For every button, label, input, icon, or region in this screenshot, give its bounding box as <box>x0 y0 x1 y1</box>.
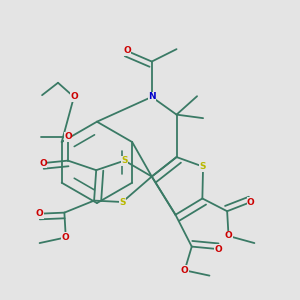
Text: O: O <box>214 244 222 253</box>
Text: O: O <box>123 46 131 56</box>
Text: S: S <box>200 162 206 171</box>
Text: O: O <box>225 232 232 241</box>
Text: O: O <box>62 233 70 242</box>
Text: O: O <box>70 92 78 101</box>
Text: O: O <box>64 132 72 141</box>
Text: O: O <box>181 266 189 275</box>
Text: N: N <box>148 92 156 101</box>
Text: S: S <box>121 156 128 165</box>
Text: S: S <box>119 197 126 206</box>
Text: O: O <box>39 159 47 168</box>
Text: O: O <box>36 209 43 218</box>
Text: O: O <box>247 197 255 206</box>
